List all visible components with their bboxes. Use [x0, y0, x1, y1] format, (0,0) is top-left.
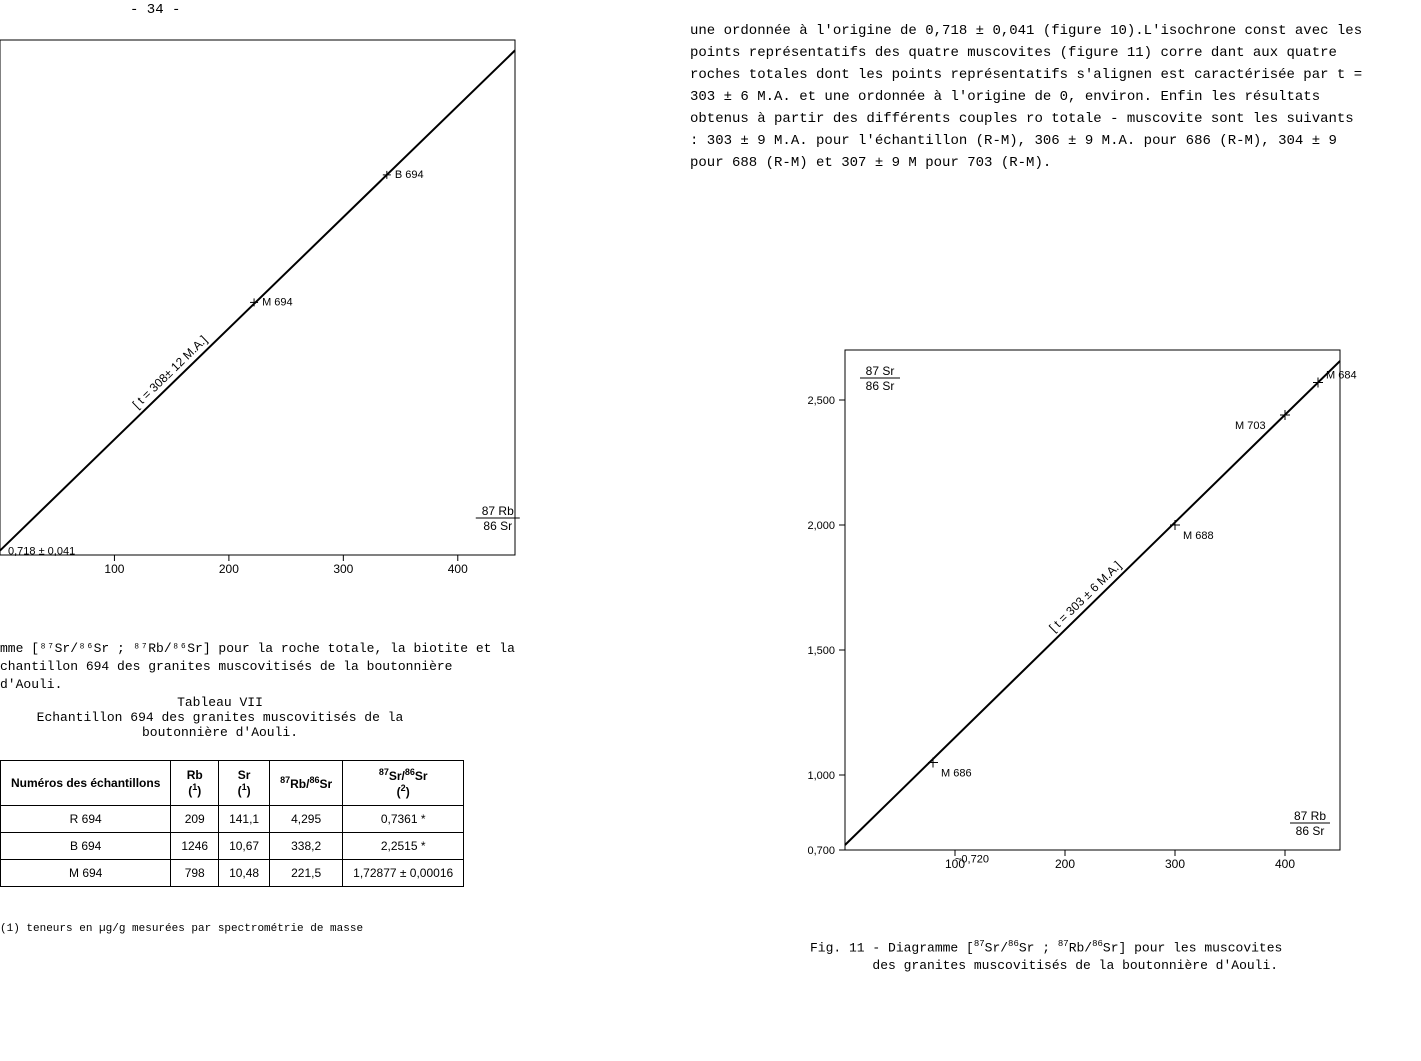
figure-10-chart: 100 200 300 400 0,718 ± 0,041 B 694 M 694 [ t =… [0, 30, 540, 610]
svg-text:1,500: 1,500 [807, 645, 835, 657]
table-cell: 4,295 [270, 806, 343, 833]
svg-text:200: 200 [219, 562, 239, 576]
svg-text:400: 400 [448, 562, 468, 576]
table-cell: B 694 [1, 833, 171, 860]
svg-text:86 Sr: 86 Sr [866, 379, 895, 393]
svg-text:300: 300 [333, 562, 353, 576]
table-cell: 2,2515 * [343, 833, 464, 860]
svg-text:86 Sr: 86 Sr [483, 519, 512, 533]
svg-text:2,000: 2,000 [807, 520, 835, 532]
table-cell: 221,5 [270, 860, 343, 887]
svg-text:M 703: M 703 [1235, 420, 1266, 432]
figure-10-caption: mme [⁸⁷Sr/⁸⁶Sr ; ⁸⁷Rb/⁸⁶Sr] pour la roch… [0, 640, 520, 694]
svg-text:M 686: M 686 [941, 768, 972, 780]
svg-text:B 694: B 694 [395, 169, 424, 181]
svg-text:M 694: M 694 [262, 296, 293, 308]
fig11-cap-d: Rb/ [1069, 940, 1092, 955]
svg-text:200: 200 [1055, 857, 1075, 871]
table-cell: 338,2 [270, 833, 343, 860]
table-cell: 141,1 [219, 806, 270, 833]
svg-text:2,500: 2,500 [807, 395, 835, 407]
table-col-header: Numéros des échantillons [1, 761, 171, 806]
table-cell: 209 [171, 806, 219, 833]
table-cell: 10,48 [219, 860, 270, 887]
sup86b: 86 [1092, 939, 1103, 949]
page-number: - 34 - [130, 2, 180, 18]
svg-text:87 Sr: 87 Sr [866, 364, 895, 378]
figure-11-chart: 1002003004000,7001,0001,5002,0002,50087 … [790, 335, 1390, 915]
table-cell: R 694 [1, 806, 171, 833]
table-cell: 10,67 [219, 833, 270, 860]
svg-text:~0,720: ~0,720 [955, 854, 989, 866]
table-cell: M 694 [1, 860, 171, 887]
svg-text:1,000: 1,000 [807, 770, 835, 782]
svg-text:300: 300 [1165, 857, 1185, 871]
svg-text:100: 100 [104, 562, 124, 576]
svg-text:400: 400 [1275, 857, 1295, 871]
svg-text:0,718 ± 0,041: 0,718 ± 0,041 [8, 546, 75, 558]
svg-text:[ t = 303 ± 6 M.A.]: [ t = 303 ± 6 M.A.] [1046, 558, 1124, 634]
svg-text:0,700: 0,700 [807, 845, 835, 857]
sup86a: 86 [1008, 939, 1019, 949]
body-paragraph: une ordonnée à l'origine de 0,718 ± 0,04… [690, 20, 1370, 174]
table-col-header: 87Sr/86Sr (2) [343, 761, 464, 806]
svg-text:[ t = 308± 12 M.A.]: [ t = 308± 12 M.A.] [130, 333, 210, 412]
table-col-header: 87Rb/86Sr [270, 761, 343, 806]
fig11-cap-l2: des granites muscovitisés de la boutonni… [872, 958, 1278, 973]
table-title-text: Tableau VII [177, 695, 263, 710]
table-cell: 0,7361 * [343, 806, 464, 833]
svg-text:87 Rb: 87 Rb [482, 504, 514, 518]
fig11-cap-c: Sr ; [1019, 940, 1058, 955]
table-cell: 798 [171, 860, 219, 887]
svg-text:87 Rb: 87 Rb [1294, 809, 1326, 823]
svg-text:86 Sr: 86 Sr [1296, 824, 1325, 838]
table-row: M 69479810,48221,51,72877 ± 0,00016 [1, 860, 464, 887]
sup87b: 87 [1058, 939, 1069, 949]
fig11-cap-a: Fig. 11 - Diagramme [ [810, 940, 974, 955]
svg-text:M 684: M 684 [1326, 370, 1357, 382]
table-7: Numéros des échantillonsRb (1)Sr (1)87Rb… [0, 760, 464, 887]
table-col-header: Sr (1) [219, 761, 270, 806]
table-row: R 694209141,14,2950,7361 * [1, 806, 464, 833]
table-cell: 1246 [171, 833, 219, 860]
table-cell: 1,72877 ± 0,00016 [343, 860, 464, 887]
svg-text:M 688: M 688 [1183, 530, 1214, 542]
table-7-footnote: (1) teneurs en µg/g mesurées par spectro… [0, 920, 363, 938]
table-col-header: Rb (1) [171, 761, 219, 806]
table-7-title: Tableau VII Echantillon 694 des granites… [0, 695, 440, 740]
sup87a: 87 [974, 939, 985, 949]
fig11-cap-e: Sr] pour les muscovites [1103, 940, 1282, 955]
table-subtitle-text: Echantillon 694 des granites muscovitisé… [37, 710, 404, 740]
figure-11-caption: Fig. 11 - Diagramme [87Sr/86Sr ; 87Rb/86… [810, 935, 1370, 975]
fig11-cap-b: Sr/ [985, 940, 1008, 955]
table-row: B 694124610,67338,22,2515 * [1, 833, 464, 860]
